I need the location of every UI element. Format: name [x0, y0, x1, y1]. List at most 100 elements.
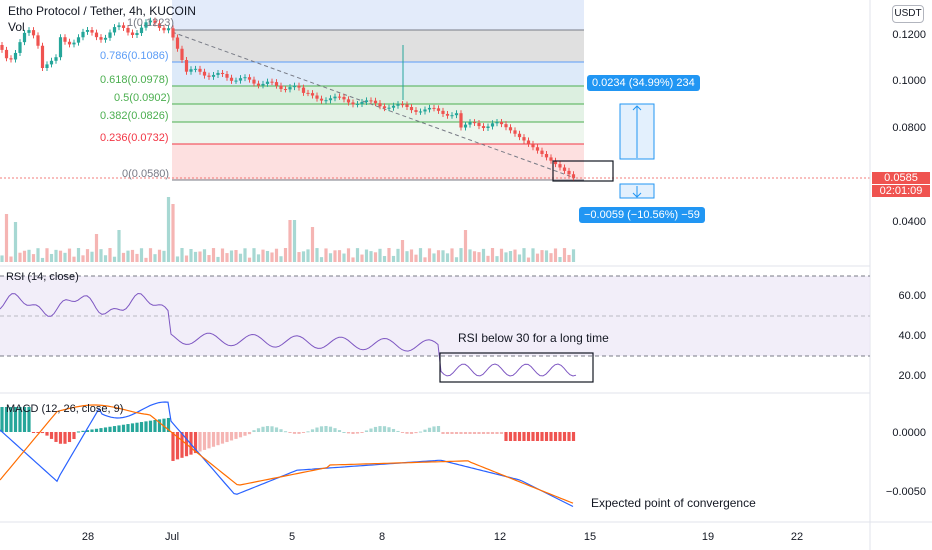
macd-histogram-bar: [292, 432, 297, 434]
volume-bar: [184, 255, 189, 262]
candle-body: [103, 37, 108, 40]
macd-histogram-bar: [328, 426, 333, 432]
candle-body: [225, 73, 229, 78]
candle-body: [22, 32, 27, 43]
macd-histogram-bar: [9, 407, 13, 432]
fib-zone-2: [172, 62, 584, 86]
candle-body: [571, 174, 576, 178]
candle-body: [261, 83, 265, 86]
candle-body: [157, 23, 162, 28]
volume-bar: [454, 257, 459, 262]
candle-body: [306, 92, 310, 94]
candle-body: [126, 27, 130, 33]
macd-signal-line: [0, 404, 574, 504]
candle-body: [292, 85, 297, 88]
macd-histogram-bar: [567, 432, 571, 441]
macd-histogram-bar: [346, 432, 351, 434]
volume-bar: [126, 250, 130, 262]
macd-histogram-bar: [153, 420, 157, 432]
rsi-annotation-box[interactable]: [439, 352, 594, 383]
macd-histogram-bar: [409, 432, 414, 434]
volume-bar: [283, 248, 288, 262]
macd-histogram-bar: [171, 432, 175, 461]
volume-bar: [261, 249, 265, 262]
volume-bar: [85, 249, 90, 262]
volume-bar: [265, 250, 270, 262]
price-axis-tick: 0.1000: [892, 75, 926, 87]
candle-body: [130, 32, 135, 36]
macd-histogram-bar: [378, 426, 382, 432]
candle-body: [72, 42, 76, 45]
macd-histogram-bar: [499, 432, 504, 434]
volume-bar: [333, 250, 337, 262]
candle-body: [526, 140, 531, 144]
macd-histogram-bar: [423, 429, 427, 432]
price-highlight-box[interactable]: [552, 160, 614, 182]
fib-zone-5: [172, 122, 584, 144]
volume-bar: [558, 257, 562, 262]
volume-bar: [130, 249, 135, 262]
volume-bar: [36, 248, 40, 262]
candle-body: [121, 25, 126, 28]
volume-bar: [463, 230, 468, 262]
measure-up-arrow-head: [632, 105, 642, 111]
macd-histogram-bar: [391, 428, 396, 432]
volume-bar: [400, 240, 405, 262]
candle-body: [427, 107, 432, 110]
macd-histogram-bar: [76, 431, 81, 433]
volume-bar: [45, 248, 49, 262]
macd-histogram-bar: [310, 429, 315, 432]
macd-histogram-bar: [45, 432, 49, 436]
rsi-axis-tick: 60.00: [898, 290, 926, 302]
fib-zone-3: [172, 86, 584, 104]
volume-bar: [288, 220, 292, 262]
candle-body: [517, 133, 522, 138]
measure-up-label: 0.0234 (34.99%) 234: [587, 75, 700, 91]
macd-histogram-bar: [450, 432, 454, 434]
macd-histogram-bar: [72, 432, 76, 440]
candle-body: [58, 37, 63, 58]
candle-body: [189, 69, 193, 72]
macd-histogram-bar: [297, 432, 301, 434]
macd-histogram-bar: [22, 407, 27, 432]
macd-histogram-bar: [63, 432, 67, 444]
macd-histogram-bar: [522, 432, 526, 441]
candle-body: [144, 22, 148, 28]
candle-body: [355, 103, 360, 105]
candle-body: [360, 102, 364, 104]
macd-histogram-bar: [54, 432, 58, 442]
volume-bar: [549, 253, 553, 262]
macd-histogram-bar: [459, 432, 463, 434]
volume-bar: [256, 254, 261, 262]
time-axis-tick: 19: [701, 531, 715, 543]
volume-bar: [0, 255, 4, 262]
volume-bar: [481, 248, 486, 262]
candle-body: [288, 87, 292, 90]
macd-histogram-bar: [193, 432, 198, 454]
candle-body: [409, 107, 414, 111]
macd-histogram-bar: [553, 432, 558, 441]
price-axis-tick: 0.0800: [892, 122, 926, 134]
candle-body: [391, 105, 396, 108]
candle-body: [270, 81, 274, 83]
currency-button[interactable]: USDT: [892, 5, 924, 23]
candle-body: [36, 35, 40, 46]
candle-body: [297, 85, 301, 88]
volume-bar: [535, 253, 540, 262]
candle-body: [463, 124, 468, 128]
macd-histogram-bar: [301, 432, 306, 433]
candle-body: [90, 30, 94, 33]
volume-bar: [94, 234, 99, 262]
fib-trendline[interactable]: [171, 31, 576, 179]
volume-bar: [513, 249, 517, 262]
price-axis-tick: 0.1200: [892, 29, 926, 41]
macd-histogram-bar: [108, 426, 112, 432]
candle-body: [504, 124, 508, 128]
candle-body: [135, 33, 139, 36]
macd-histogram-bar: [319, 426, 324, 432]
volume-bar: [391, 255, 396, 262]
macd-histogram-bar: [481, 432, 486, 434]
candle-body: [148, 20, 153, 23]
time-axis-tick: 15: [583, 531, 597, 543]
